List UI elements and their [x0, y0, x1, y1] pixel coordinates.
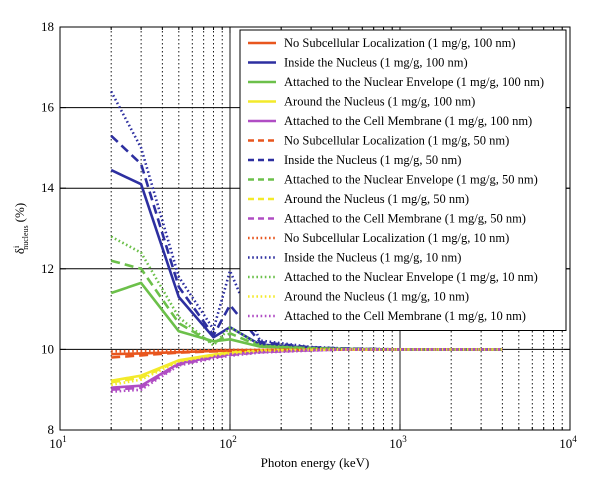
legend-label: Attached to the Cell Membrane (1 mg/g, 1… [284, 309, 526, 323]
legend-label: No Subcellular Localization (1 mg/g, 10 … [284, 231, 509, 245]
legend-label: Attached to the Nuclear Envelope (1 mg/g… [284, 75, 544, 89]
legend-label: Attached to the Cell Membrane (1 mg/g, 1… [284, 114, 532, 128]
x-tick-label: 101 [49, 434, 67, 451]
y-tick-label: 16 [41, 100, 55, 115]
legend-label: Attached to the Nuclear Envelope (1 mg/g… [284, 270, 538, 284]
legend-label: Around the Nucleus (1 mg/g, 10 nm) [284, 290, 469, 304]
y-tick-label: 14 [41, 180, 55, 195]
x-tick-label: 104 [559, 434, 577, 451]
legend-label: No Subcellular Localization (1 mg/g, 100… [284, 36, 516, 50]
legend-label: Around the Nucleus (1 mg/g, 100 nm) [284, 95, 475, 109]
legend-label: Inside the Nucleus (1 mg/g, 100 nm) [284, 56, 468, 70]
y-tick-label: 18 [41, 19, 54, 34]
x-tick-label: 103 [389, 434, 407, 451]
legend-label: Attached to the Nuclear Envelope (1 mg/g… [284, 173, 538, 187]
series-line [110, 259, 503, 351]
legend-label: Attached to the Cell Membrane (1 mg/g, 5… [284, 212, 526, 226]
y-tick-label: 12 [41, 261, 54, 276]
legend-label: Inside the Nucleus (1 mg/g, 50 nm) [284, 153, 461, 167]
y-tick-label: 8 [48, 422, 55, 437]
plot-area-frame [59, 26, 571, 431]
legend-label: Around the Nucleus (1 mg/g, 50 nm) [284, 192, 469, 206]
series-line [110, 348, 503, 387]
legend-label: Inside the Nucleus (1 mg/g, 10 nm) [284, 251, 461, 265]
series-line [111, 348, 503, 353]
legend: No Subcellular Localization (1 mg/g, 100… [239, 29, 567, 331]
y-tick-label: 10 [41, 341, 54, 356]
series-line [111, 348, 503, 393]
tick-labels: 8 10 12 14 16 18 101 102 103 104 [41, 19, 577, 451]
series-line [111, 348, 503, 359]
x-tick-label: 102 [219, 434, 237, 451]
x-axis-title: Photon energy (keV) [261, 455, 370, 470]
y-axis-title: δinucleus(%) [12, 203, 30, 254]
legend-label: No Subcellular Localization (1 mg/g, 50 … [284, 134, 509, 148]
axis-ticks [59, 26, 570, 431]
legend-box [239, 29, 567, 331]
series-lines [110, 90, 503, 393]
